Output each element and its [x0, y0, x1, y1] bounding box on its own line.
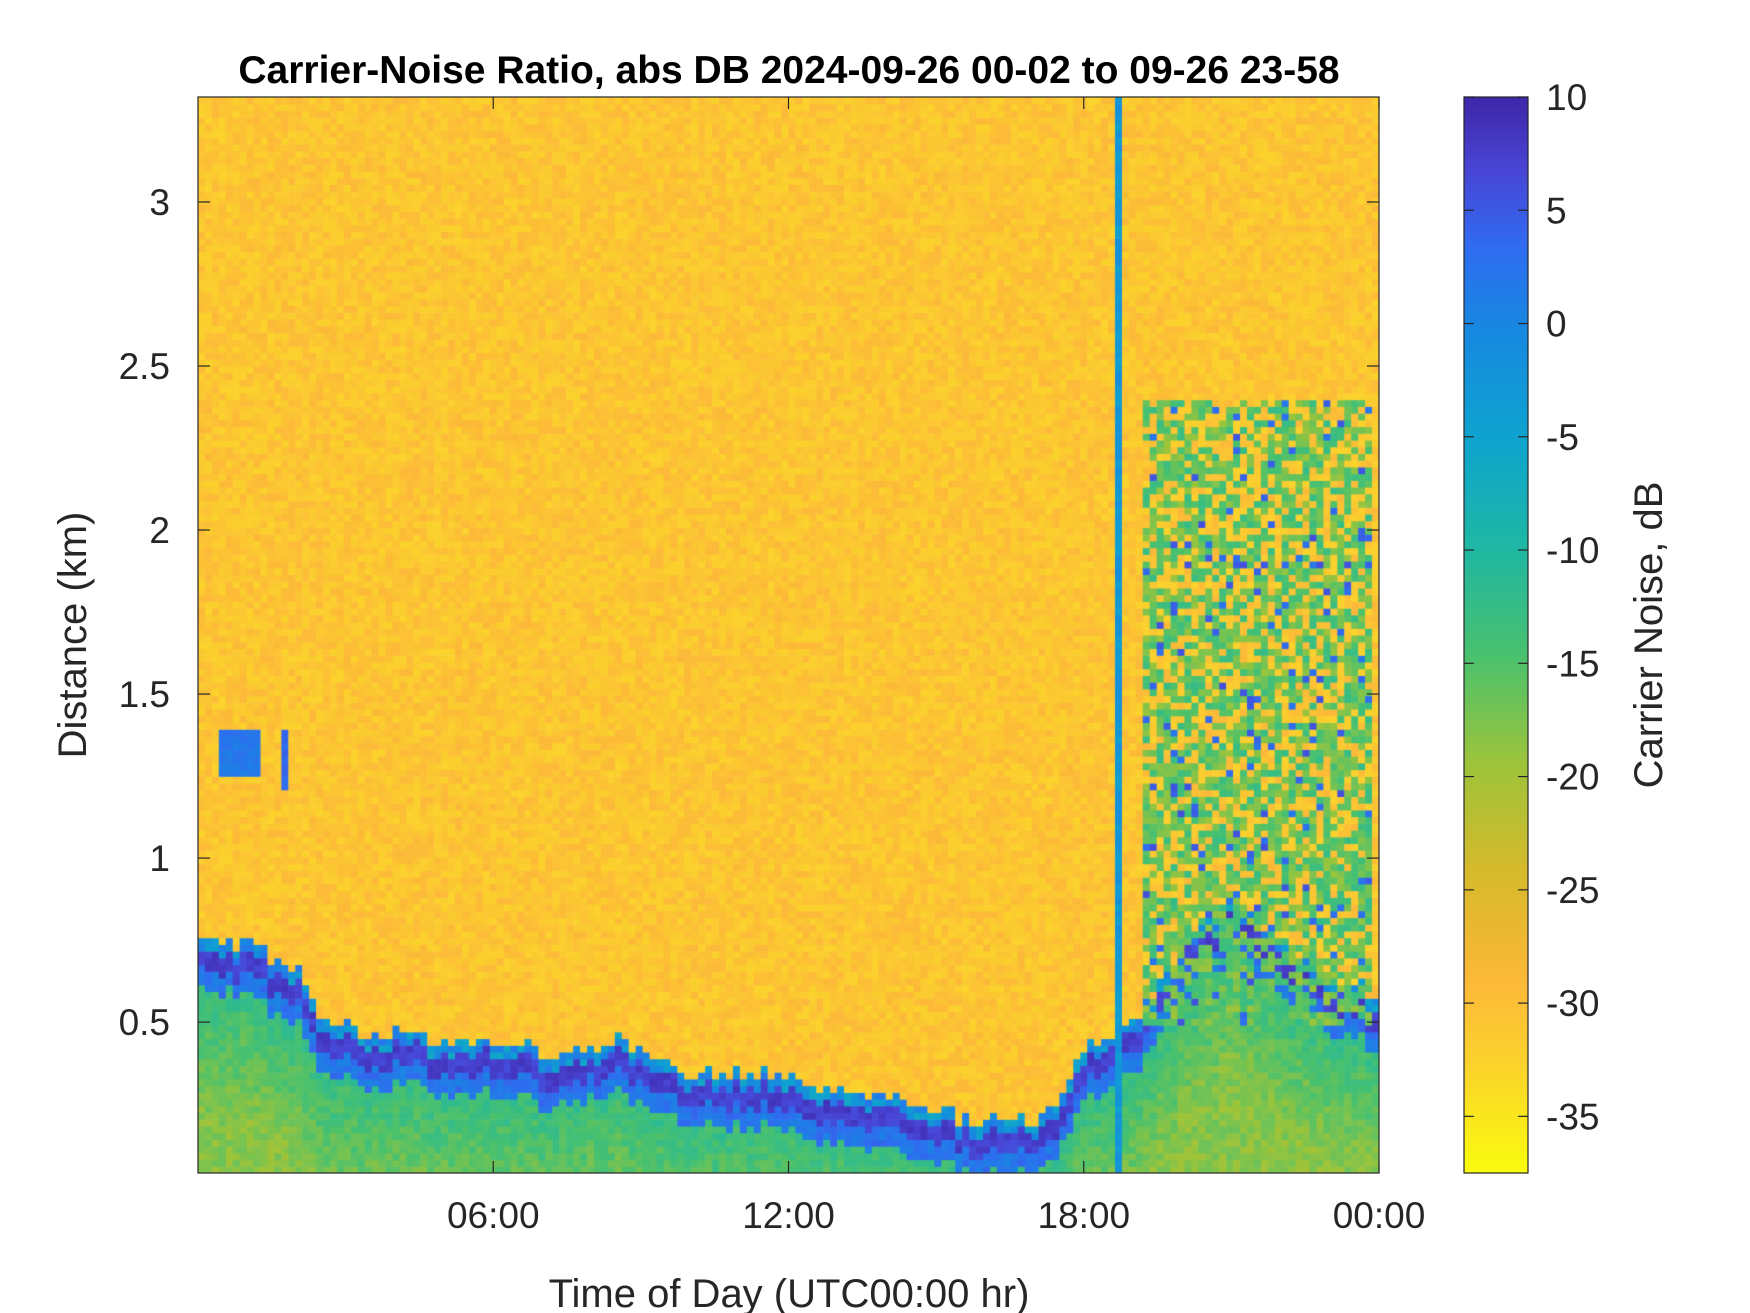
colorbar-tick-label: -20	[1546, 757, 1599, 798]
y-axis: 0.5 1 1.5 2 2.5 3	[119, 182, 1379, 1043]
y-tick-label: 1	[149, 838, 170, 879]
colorbar-tick-label: -15	[1546, 643, 1599, 684]
colorbar-tick-label: 10	[1546, 77, 1587, 118]
x-tick-label: 00:00	[1333, 1195, 1426, 1236]
x-axis-label: Time of Day (UTC00:00 hr)	[549, 1272, 1030, 1313]
y-tick-label: 3	[149, 182, 170, 223]
colorbar-ticks: 10 5 0 -5 -10 -15 -20 -25 -30 -35	[1464, 77, 1599, 1137]
colorbar-tick-label: 0	[1546, 304, 1567, 345]
colorbar-tick-label: -30	[1546, 983, 1599, 1024]
y-axis-label: Distance (km)	[51, 512, 95, 759]
colorbar-label: Carrier Noise, dB	[1627, 482, 1671, 789]
y-tick-label: 2.5	[119, 346, 170, 387]
x-tick-label: 12:00	[742, 1195, 835, 1236]
y-tick-label: 0.5	[119, 1002, 170, 1043]
colorbar-tick-label: -35	[1546, 1096, 1599, 1137]
colorbar-tick-label: -25	[1546, 870, 1599, 911]
heatmap-raster	[198, 97, 1379, 1173]
x-tick-label: 18:00	[1037, 1195, 1130, 1236]
colorbar-tick-label: 5	[1546, 190, 1567, 231]
x-tick-label: 06:00	[447, 1195, 540, 1236]
x-axis: 06:00 12:00 18:00 00:00	[447, 97, 1425, 1236]
y-tick-label: 1.5	[119, 674, 170, 715]
colorbar-tick-label: -5	[1546, 417, 1579, 458]
colorbar-tick-label: -10	[1546, 530, 1599, 571]
y-tick-label: 2	[149, 510, 170, 551]
chart-title: Carrier-Noise Ratio, abs DB 2024-09-26 0…	[238, 49, 1339, 92]
colorbar	[1463, 96, 1529, 1174]
